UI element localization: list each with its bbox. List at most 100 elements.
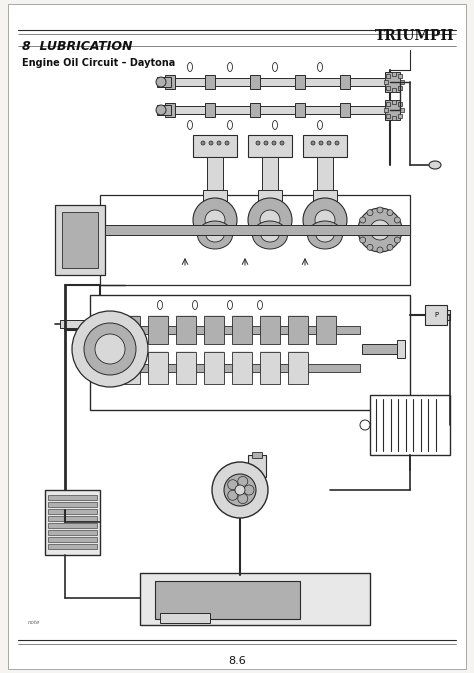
Bar	[250, 75, 260, 89]
Bar	[370, 395, 450, 455]
Bar	[48, 495, 97, 500]
Circle shape	[260, 210, 280, 230]
Bar	[90, 295, 410, 410]
Bar	[110, 364, 360, 372]
Bar	[176, 352, 196, 384]
Bar	[386, 102, 391, 106]
Circle shape	[319, 141, 323, 145]
Bar	[45, 490, 100, 555]
Circle shape	[235, 485, 245, 495]
Bar	[48, 502, 97, 507]
Ellipse shape	[198, 221, 233, 249]
Circle shape	[367, 210, 373, 215]
Ellipse shape	[253, 221, 288, 249]
Text: 8  LUBRICATION: 8 LUBRICATION	[22, 40, 133, 53]
Circle shape	[238, 493, 248, 503]
Circle shape	[335, 141, 339, 145]
Bar	[340, 103, 350, 117]
Text: 8.6: 8.6	[228, 656, 246, 666]
Ellipse shape	[228, 120, 233, 129]
Ellipse shape	[429, 161, 441, 169]
Circle shape	[238, 476, 248, 487]
Bar	[317, 157, 333, 202]
Bar	[398, 102, 401, 106]
Bar	[295, 75, 305, 89]
Bar	[110, 326, 360, 334]
Bar	[148, 352, 168, 384]
Bar	[288, 316, 308, 344]
Circle shape	[244, 485, 254, 495]
Bar	[157, 105, 171, 115]
Circle shape	[280, 141, 284, 145]
Bar	[392, 116, 396, 120]
Circle shape	[327, 141, 331, 145]
Ellipse shape	[257, 301, 263, 310]
Bar	[316, 316, 336, 344]
Ellipse shape	[318, 63, 322, 71]
Bar	[203, 190, 227, 210]
Bar	[398, 85, 401, 90]
Bar	[155, 581, 300, 619]
Bar	[232, 316, 252, 344]
Bar	[165, 78, 390, 86]
Bar	[157, 77, 171, 87]
Ellipse shape	[188, 120, 192, 129]
Circle shape	[387, 244, 393, 250]
Bar	[165, 106, 390, 114]
Bar	[248, 455, 266, 477]
Bar	[400, 108, 404, 112]
Bar	[205, 75, 215, 89]
Bar	[425, 305, 447, 325]
Circle shape	[256, 141, 260, 145]
Bar	[140, 573, 370, 625]
Circle shape	[387, 210, 393, 215]
Ellipse shape	[188, 63, 192, 71]
Bar	[362, 344, 397, 354]
Circle shape	[367, 244, 373, 250]
Bar	[288, 352, 308, 384]
Bar	[386, 74, 391, 78]
Bar	[400, 80, 404, 84]
Circle shape	[370, 220, 390, 240]
Circle shape	[264, 141, 268, 145]
Circle shape	[394, 237, 401, 243]
Circle shape	[156, 77, 166, 87]
Bar	[62, 212, 98, 268]
Bar	[148, 316, 168, 344]
Circle shape	[360, 217, 365, 223]
Circle shape	[156, 105, 166, 115]
Circle shape	[377, 247, 383, 253]
Bar	[165, 75, 175, 89]
Circle shape	[377, 207, 383, 213]
Circle shape	[209, 141, 213, 145]
Bar	[250, 103, 260, 117]
Bar	[165, 103, 175, 117]
Circle shape	[193, 198, 237, 242]
Ellipse shape	[273, 63, 277, 71]
Circle shape	[225, 141, 229, 145]
Bar	[232, 352, 252, 384]
Bar	[193, 135, 237, 157]
Bar	[386, 114, 391, 118]
Ellipse shape	[308, 221, 343, 249]
Bar	[160, 613, 210, 623]
Circle shape	[360, 237, 365, 243]
Bar	[303, 135, 347, 157]
Bar	[176, 316, 196, 344]
Circle shape	[224, 474, 256, 506]
Ellipse shape	[192, 301, 198, 310]
Ellipse shape	[206, 228, 224, 242]
Bar	[262, 157, 278, 202]
Bar	[258, 190, 282, 210]
Ellipse shape	[228, 63, 233, 71]
Bar	[207, 157, 223, 202]
Bar	[397, 340, 405, 358]
Circle shape	[303, 198, 347, 242]
Bar	[48, 523, 97, 528]
Circle shape	[397, 227, 403, 233]
Bar	[384, 108, 388, 112]
Circle shape	[360, 420, 370, 430]
Bar	[385, 72, 400, 92]
Bar	[386, 85, 391, 90]
Circle shape	[272, 141, 276, 145]
